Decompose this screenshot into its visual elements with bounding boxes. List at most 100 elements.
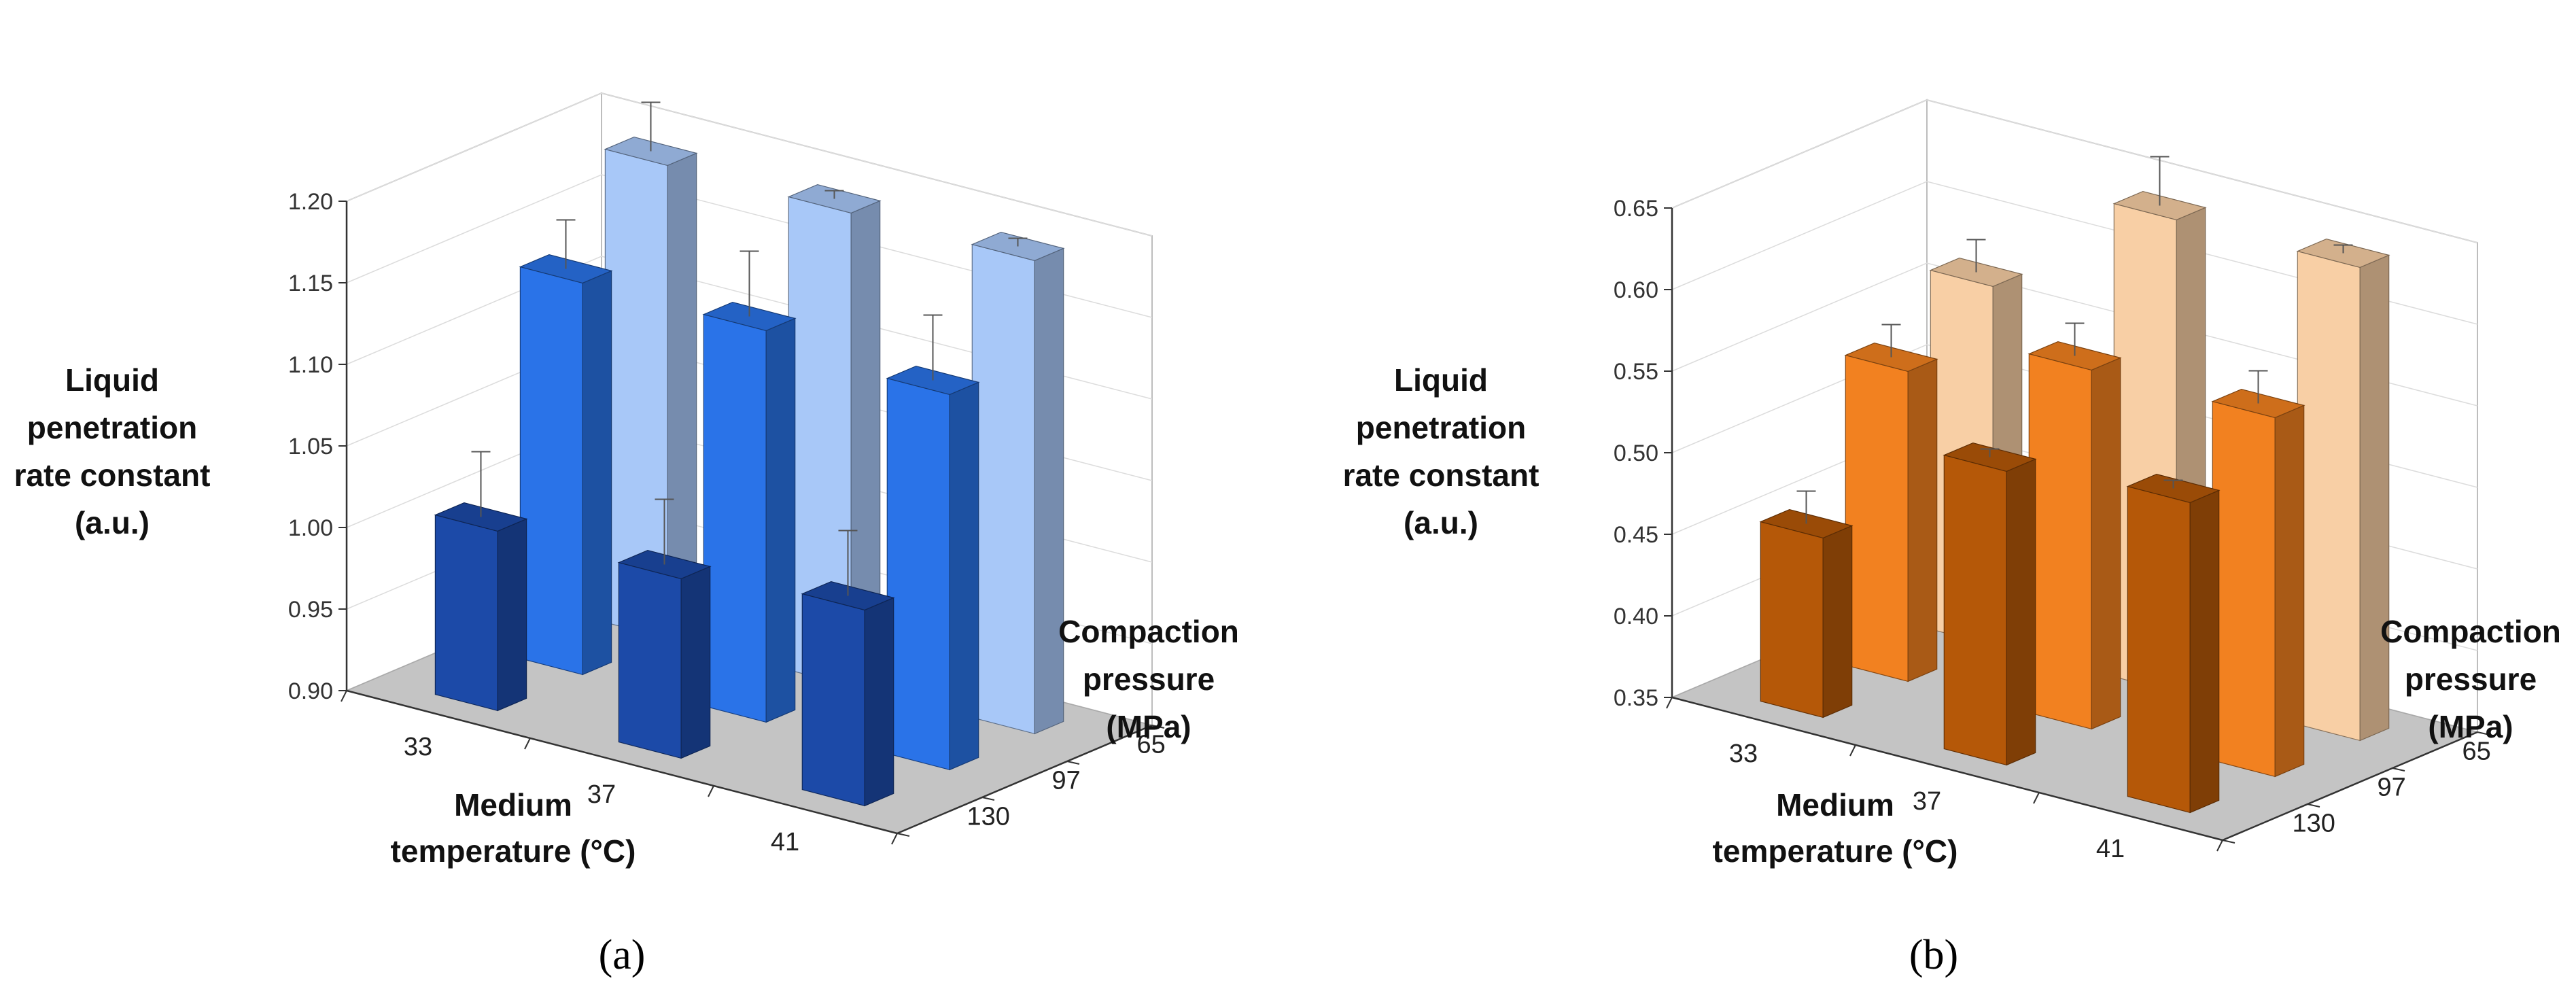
pressure-tick-label: 97 bbox=[1052, 767, 1081, 795]
z-tick-label: 0.50 bbox=[1614, 440, 1658, 466]
pressure-tick-label: 65 bbox=[2462, 738, 2491, 766]
z-tick-label: 1.00 bbox=[288, 515, 333, 541]
temperature-tick-mark bbox=[1849, 744, 1856, 757]
bar bbox=[801, 530, 895, 807]
z-axis-title: Liquid penetration rate constant (a.u.) bbox=[14, 362, 211, 540]
bar-side-face bbox=[2274, 404, 2305, 778]
bar-front-face bbox=[801, 593, 865, 807]
panel-b: 0.35 0.40 0.45 0.50 0.55 0.60 0.65 33 37 41 65 97 13… bbox=[1343, 99, 2561, 978]
pressure-axis-title-line: (MPa) bbox=[2428, 709, 2513, 744]
bar-side-face bbox=[2189, 489, 2220, 814]
bar-front-face bbox=[618, 561, 682, 759]
pressure-axis-title-line: pressure bbox=[1083, 661, 1215, 697]
gridline bbox=[1671, 262, 2478, 406]
bar-front-face bbox=[703, 313, 767, 723]
bar bbox=[971, 231, 1065, 735]
pressure-tick-label: 130 bbox=[2293, 810, 2335, 838]
z-tick-label: 1.05 bbox=[288, 434, 333, 460]
z-axis-title-line: Liquid bbox=[1394, 362, 1488, 398]
temperature-tick-mark bbox=[341, 690, 347, 702]
panel-a: 0.90 0.95 1.00 1.05 1.10 1.15 1.20 33 37 41 65 97 13… bbox=[14, 92, 1239, 978]
z-tick-label: 1.15 bbox=[288, 271, 333, 296]
temperature-axis-title-line: Medium bbox=[1776, 787, 1894, 823]
bar bbox=[2211, 370, 2305, 778]
bar-front-face bbox=[1760, 521, 1824, 719]
bar-side-face bbox=[864, 597, 894, 807]
z-axis-title: Liquid penetration rate constant (a.u.) bbox=[1343, 362, 1539, 540]
temperature-tick-label: 33 bbox=[404, 733, 432, 761]
pressure-tick-label: 97 bbox=[2378, 774, 2406, 802]
z-tick-label: 0.65 bbox=[1614, 196, 1658, 222]
bar-side-face bbox=[680, 566, 711, 759]
bar-front-face bbox=[2212, 400, 2276, 778]
gridline bbox=[346, 256, 1153, 400]
pressure-axis-title: Compaction pressure (MPa) bbox=[2380, 614, 2561, 744]
bar-side-face bbox=[1822, 525, 1853, 719]
pressure-tick-label: 65 bbox=[1137, 731, 1166, 759]
temperature-tick-label: 41 bbox=[2096, 835, 2125, 863]
temperature-tick-mark bbox=[708, 785, 714, 797]
pressure-tick-label: 130 bbox=[967, 803, 1010, 831]
gridline bbox=[346, 174, 1153, 318]
pressure-axis-title-line: Compaction bbox=[2380, 614, 2561, 649]
pressure-tick-mark bbox=[2222, 839, 2235, 844]
panel-label: (b) bbox=[1909, 932, 1958, 978]
z-axis-title-line: (a.u.) bbox=[1404, 505, 1478, 540]
pressure-axis-title: Compaction pressure (MPa) bbox=[1058, 614, 1239, 744]
bar-side-face bbox=[582, 270, 612, 676]
bar-front-face bbox=[886, 377, 950, 771]
bar-side-face bbox=[949, 381, 979, 771]
bar bbox=[787, 184, 882, 687]
temperature-tick-mark bbox=[2033, 792, 2040, 804]
bar bbox=[2027, 322, 2122, 730]
temperature-tick-mark bbox=[524, 738, 531, 750]
bar bbox=[434, 451, 528, 712]
pressure-tick-mark bbox=[2392, 767, 2405, 772]
z-tick-label: 1.10 bbox=[288, 352, 333, 378]
bar-front-face bbox=[2127, 485, 2191, 814]
bar bbox=[1844, 324, 1938, 682]
pressure-tick-mark bbox=[2477, 731, 2490, 735]
bar bbox=[519, 219, 613, 676]
bar bbox=[617, 498, 712, 759]
bar-front-face bbox=[519, 266, 583, 676]
temperature-tick-mark bbox=[891, 833, 898, 845]
z-axis-title-line: rate constant bbox=[14, 457, 211, 493]
bar bbox=[702, 250, 797, 723]
bar-front-face bbox=[2297, 250, 2361, 742]
temperature-axis-title-line: temperature (°C) bbox=[1713, 833, 1958, 869]
z-axis-title-line: (a.u.) bbox=[75, 505, 150, 540]
bar-side-face bbox=[1907, 358, 1938, 682]
bar-side-face bbox=[2359, 254, 2390, 742]
z-axis-title-line: rate constant bbox=[1343, 457, 1539, 493]
z-tick-label: 0.40 bbox=[1614, 604, 1658, 629]
bar-front-face bbox=[434, 514, 498, 712]
bar-side-face bbox=[2091, 357, 2121, 730]
temperature-axis-title-line: temperature (°C) bbox=[391, 833, 636, 869]
temperature-tick-mark bbox=[2216, 839, 2223, 852]
z-tick-label: 0.95 bbox=[288, 597, 333, 623]
bar bbox=[2126, 473, 2221, 814]
bar-front-face bbox=[1845, 354, 1909, 682]
pressure-tick-mark bbox=[2307, 803, 2320, 808]
pressure-axis-title-line: Compaction bbox=[1058, 614, 1239, 649]
temperature-axis-title: Medium temperature (°C) bbox=[1713, 787, 1958, 869]
pressure-axis-title-line: pressure bbox=[2405, 661, 2537, 697]
gridline bbox=[1671, 99, 2478, 243]
pressure-tick-mark bbox=[981, 797, 995, 801]
bar bbox=[886, 314, 980, 771]
bar bbox=[1759, 490, 1853, 719]
temperature-tick-label: 41 bbox=[771, 828, 799, 856]
bar bbox=[1943, 442, 2037, 766]
z-axis-title-line: penetration bbox=[27, 410, 197, 445]
temperature-tick-label: 37 bbox=[587, 780, 616, 809]
bar-front-face bbox=[1943, 454, 2007, 766]
temperature-tick-label: 37 bbox=[1913, 787, 1941, 816]
temperature-tick-mark bbox=[1666, 697, 1673, 709]
panel-label: (a) bbox=[599, 932, 646, 978]
bar-front-face bbox=[2028, 353, 2092, 730]
temperature-axis-title: Medium temperature (°C) bbox=[391, 787, 636, 869]
bar-side-face bbox=[497, 518, 527, 712]
z-tick-label: 1.20 bbox=[288, 189, 333, 215]
